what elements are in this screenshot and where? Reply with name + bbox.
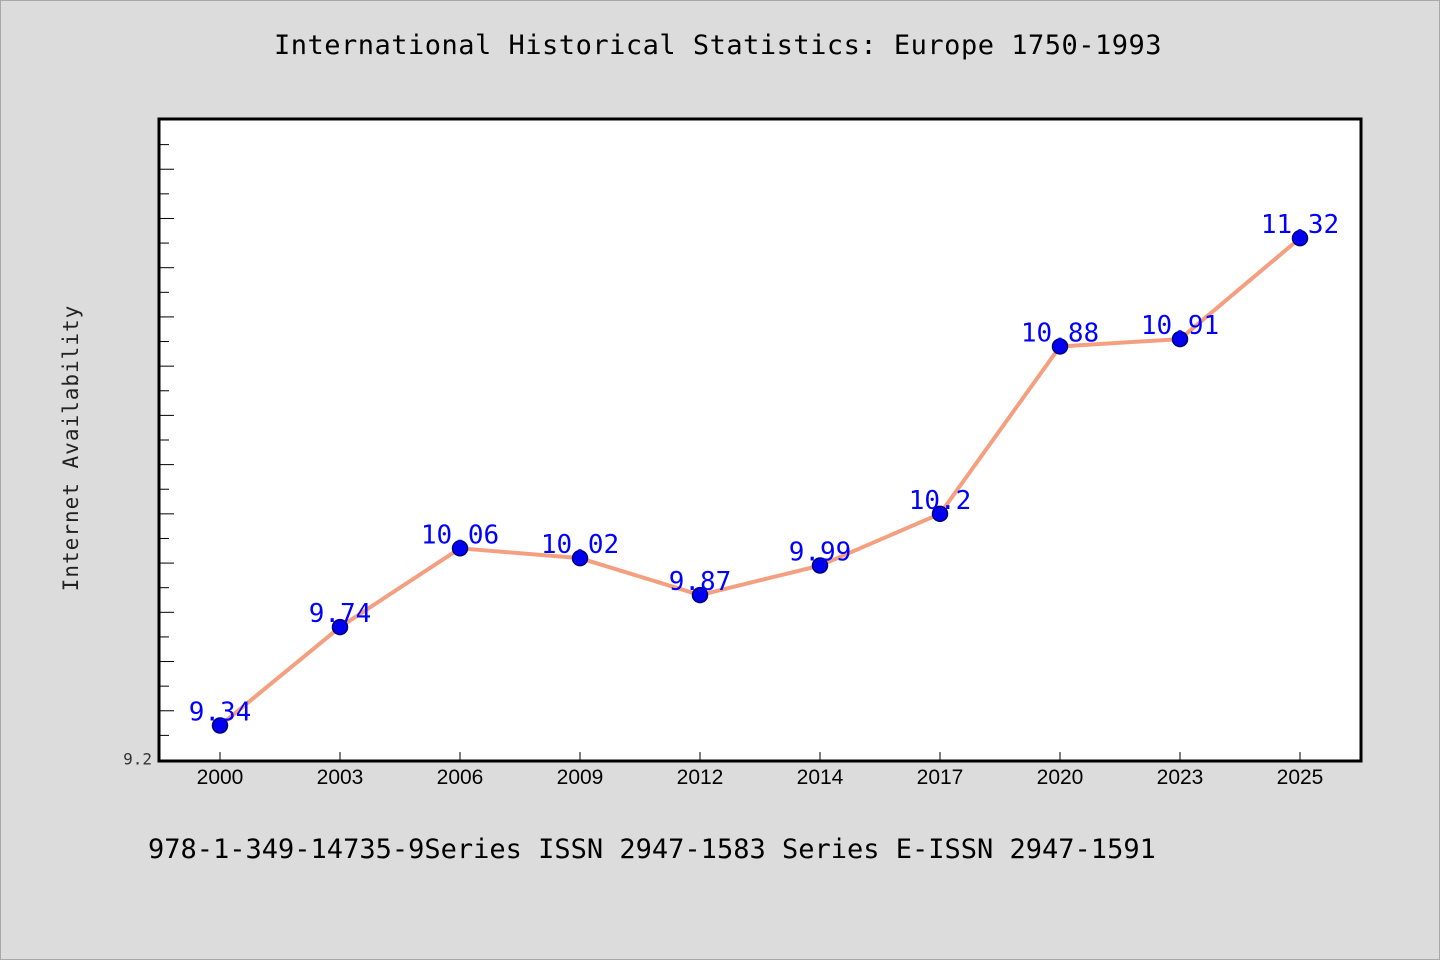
x-tick-label: 2006: [437, 766, 484, 789]
x-tick-label: 2000: [197, 766, 244, 789]
data-label: 9.34: [189, 698, 252, 728]
series-points: [211, 229, 1309, 734]
chart-title: International Historical Statistics: Eur…: [273, 30, 1163, 61]
x-tick-label: 2020: [1037, 766, 1084, 789]
data-point: [811, 557, 829, 574]
series-line: [218, 236, 1302, 728]
data-labels: 9.34 9.74 10.06 10.02 9.87 9.99 10.2 10.88 10.91…: [189, 210, 1339, 727]
x-tick-label: 2012: [677, 766, 724, 789]
data-label: 10.2: [909, 486, 972, 516]
isbn-footer: 978-1-349-14735-9Series ISSN 2947-1583 S…: [148, 834, 1156, 865]
data-point: [571, 549, 589, 567]
data-label: 9.87: [669, 567, 732, 597]
x-tick-label: 2023: [1157, 766, 1204, 789]
data-point: [1291, 229, 1309, 247]
x-axis-ticks: 2000 2003 2006 2009 2012 2014 2017 2020 2023 2025: [197, 752, 1324, 789]
data-point: [451, 540, 469, 557]
y-axis-ticks: [160, 119, 174, 761]
data-label: 10.06: [421, 520, 499, 550]
data-label: 10.88: [1021, 318, 1099, 348]
x-tick-label: 2014: [797, 766, 844, 789]
data-point: [1171, 330, 1189, 348]
data-label: 9.74: [309, 599, 372, 629]
data-point: [211, 717, 229, 734]
x-tick-label: 2017: [917, 766, 964, 789]
y-tick-label: 9.2: [123, 750, 152, 769]
data-point: [331, 618, 349, 636]
data-label: 10.91: [1141, 311, 1219, 341]
x-tick-label: 2025: [1277, 766, 1324, 789]
data-point: [931, 505, 949, 523]
x-tick-label: 2009: [557, 766, 604, 789]
data-label: 11.32: [1261, 210, 1339, 240]
data-point: [1051, 338, 1069, 355]
plot-area: [157, 117, 1363, 763]
x-tick-label: 2003: [317, 766, 364, 789]
series-polyline: [218, 236, 1302, 728]
data-label: 10.02: [541, 530, 619, 560]
data-label: 9.99: [789, 538, 852, 568]
data-point: [691, 586, 709, 604]
y-axis-label: Internet Availability: [59, 305, 83, 592]
